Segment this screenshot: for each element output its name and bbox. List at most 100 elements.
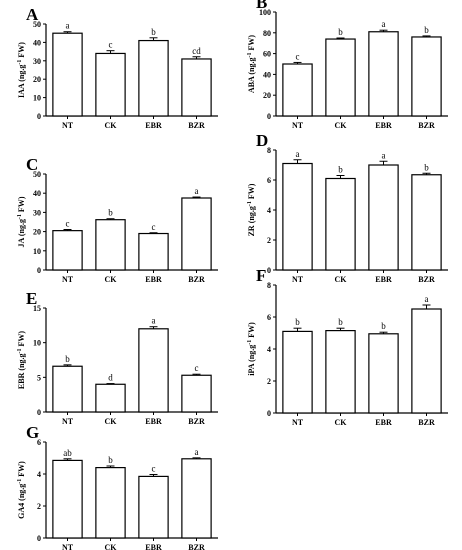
panel-g-bar bbox=[52, 459, 83, 539]
panel-f-y-tick-label: 0 bbox=[267, 409, 271, 418]
panel-b-category-label: EBR bbox=[375, 121, 392, 130]
panel-e-sig-label: c bbox=[195, 363, 199, 373]
panel-d-category-label: BZR bbox=[418, 275, 435, 284]
panel-a-category-label: CK bbox=[105, 121, 118, 130]
panel-e-y-tick-label: 15 bbox=[33, 304, 41, 313]
panel-f-bar bbox=[282, 330, 313, 414]
panel-d-sig-label: a bbox=[382, 150, 386, 160]
panel-b-category-label: BZR bbox=[418, 121, 435, 130]
panel-b-y-tick-label: 40 bbox=[263, 70, 271, 79]
panel-f-bar bbox=[325, 330, 356, 414]
panel-f-sig-label: b bbox=[295, 317, 300, 327]
panel-d-sig-label: b bbox=[338, 165, 343, 175]
panel-c-category-label: BZR bbox=[188, 275, 205, 284]
panel-g-sig-label: ab bbox=[63, 448, 72, 458]
panel-c-sig-label: a bbox=[195, 186, 199, 196]
panel-g-category-label: BZR bbox=[188, 543, 205, 550]
panel-e-sig-label: d bbox=[108, 373, 113, 383]
panel-c-y-tick-label: 40 bbox=[33, 189, 41, 198]
panel-a-y-tick-label: 50 bbox=[33, 20, 41, 29]
panel-d-bar bbox=[325, 177, 356, 271]
panel-b-y-tick-label: 100 bbox=[259, 8, 271, 17]
panel-e-letter: E bbox=[26, 289, 37, 308]
panel-a-y-axis-label-exp: -1 bbox=[17, 60, 23, 65]
panel-b-y-tick-label: 0 bbox=[267, 112, 271, 121]
panel-a-category-label: NT bbox=[62, 121, 74, 130]
panel-f-sig-label: b bbox=[381, 321, 386, 331]
panel-g-category-label: EBR bbox=[145, 543, 162, 550]
panel-b-bar bbox=[368, 31, 399, 117]
panel-a-bar bbox=[181, 58, 212, 117]
panel-d-bar bbox=[411, 174, 442, 271]
panel-d-bar bbox=[368, 164, 399, 271]
panel-d-sig-label: b bbox=[424, 162, 429, 172]
panel-e-bar bbox=[52, 365, 83, 413]
panel-d-y-axis-label-exp: -1 bbox=[247, 201, 253, 206]
panel-a-bar bbox=[95, 52, 126, 117]
panel-b-sig-label: b bbox=[424, 25, 429, 35]
panel-d-y-tick-label: 8 bbox=[267, 146, 271, 155]
panel-a-y-axis-label-main: IAA (ng.g bbox=[17, 65, 26, 98]
panel-b-y-tick-label: 80 bbox=[263, 29, 271, 38]
panel-c-y-tick-label: 0 bbox=[37, 266, 41, 275]
panel-d-bar bbox=[282, 162, 313, 271]
panel-a-y-tick-label: 30 bbox=[33, 57, 41, 66]
panel-g-y-tick-label: 2 bbox=[37, 502, 41, 511]
panel-g-y-tick-label: 0 bbox=[37, 534, 41, 543]
panel-g-category-label: CK bbox=[105, 543, 118, 550]
panel-f-y-axis-label: iPA (ng.g-1 FW) bbox=[247, 322, 256, 376]
panel-e-y-axis-label: EBR (ng.g-1 FW) bbox=[17, 331, 26, 389]
panel-d-letter: D bbox=[256, 131, 268, 150]
panel-d-y-tick-label: 2 bbox=[267, 236, 271, 245]
panel-d-y-tick-label: 4 bbox=[267, 206, 271, 215]
panel-b-y-tick-label: 20 bbox=[263, 91, 271, 100]
panel-f-category-label: CK bbox=[335, 418, 348, 427]
panel-a-category-label: EBR bbox=[145, 121, 162, 130]
panel-a-y-axis-label-tail: FW) bbox=[17, 42, 26, 60]
panel-f-y-tick-label: 8 bbox=[267, 281, 271, 290]
panel-f-y-tick-label: 2 bbox=[267, 377, 271, 386]
panel-c-sig-label: c bbox=[66, 218, 70, 228]
panel-a-sig-label: c bbox=[109, 40, 113, 50]
panel-c-y-tick-label: 50 bbox=[33, 170, 41, 179]
panel-c-bar bbox=[181, 197, 212, 271]
panel-f-y-axis-label-exp: -1 bbox=[247, 340, 253, 345]
panel-g-sig-label: b bbox=[108, 455, 113, 465]
panel-a-y-tick-label: 0 bbox=[37, 112, 41, 121]
panel-b-letter: B bbox=[256, 0, 267, 12]
panel-c-bar bbox=[138, 232, 169, 271]
panel-b-sig-label: c bbox=[296, 51, 300, 61]
panel-c-category-label: EBR bbox=[145, 275, 162, 284]
panel-e-bar bbox=[181, 374, 212, 413]
panel-c-y-axis-label: JA (ng.g-1 FW) bbox=[17, 196, 26, 247]
panel-c-category-label: NT bbox=[62, 275, 74, 284]
panel-c-bar bbox=[52, 230, 83, 271]
panel-c-y-axis-label-main: JA (ng.g bbox=[17, 219, 26, 247]
panel-b-bar bbox=[282, 63, 313, 117]
panel-g-sig-label: c bbox=[152, 463, 156, 473]
panel-g-y-axis-label-tail: FW) bbox=[17, 461, 26, 479]
panel-b-sig-label: b bbox=[338, 27, 343, 37]
panel-g-letter: G bbox=[26, 423, 39, 442]
panel-b-category-label: NT bbox=[292, 121, 304, 130]
panel-e-bar bbox=[138, 328, 169, 413]
panel-b-sig-label: a bbox=[382, 19, 386, 29]
panel-e-category-label: NT bbox=[62, 417, 74, 426]
panel-g-y-tick-label: 6 bbox=[37, 438, 41, 447]
panel-e-sig-label: b bbox=[65, 354, 70, 364]
panel-e-bar bbox=[95, 383, 126, 413]
panel-f-category-label: EBR bbox=[375, 418, 392, 427]
panel-d-category-label: NT bbox=[292, 275, 304, 284]
panel-b-y-tick-label: 60 bbox=[263, 50, 271, 59]
panel-c-letter: C bbox=[26, 155, 38, 174]
panel-b-bar bbox=[411, 36, 442, 117]
panel-g-bar bbox=[138, 475, 169, 539]
panel-g-bar bbox=[95, 467, 126, 539]
panel-a-bar bbox=[52, 32, 83, 117]
panel-d-y-tick-label: 0 bbox=[267, 266, 271, 275]
panel-a-y-axis-label: IAA (ng.g-1 FW) bbox=[17, 42, 26, 98]
panel-e-y-tick-label: 0 bbox=[37, 408, 41, 417]
panel-c-y-axis-label-tail: FW) bbox=[17, 196, 26, 214]
panel-g-bar bbox=[181, 458, 212, 539]
